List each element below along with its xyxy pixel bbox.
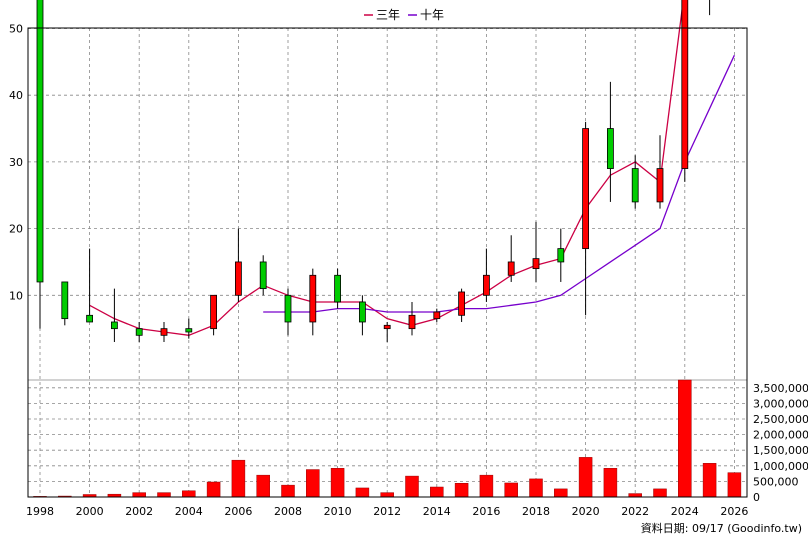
volume-axis: 0 500,000 1,000,000 1,500,000 2,000,000 2,500… bbox=[753, 382, 808, 504]
x-axis: 1998 2000 2002 2004 2006 2008 2010 2012 2014 2016… bbox=[26, 505, 748, 518]
volume-bar bbox=[157, 492, 171, 498]
volume-tick-label: 1,500,000 bbox=[753, 444, 808, 457]
candle-body bbox=[408, 314, 416, 330]
volume-bar bbox=[678, 379, 692, 498]
volume-bar bbox=[231, 459, 246, 498]
volume-bar bbox=[504, 482, 518, 498]
price-tick-label: 50 bbox=[9, 23, 23, 36]
x-tick-label: 2000 bbox=[76, 505, 104, 518]
x-tick-label: 2008 bbox=[274, 505, 302, 518]
x-tick-label: 2010 bbox=[324, 505, 352, 518]
x-tick-label: 2024 bbox=[671, 505, 699, 518]
volume-bar bbox=[330, 468, 345, 498]
candle-body bbox=[681, 0, 689, 169]
volume-bar bbox=[628, 493, 642, 498]
x-tick-label: 2026 bbox=[720, 505, 748, 518]
x-tick-label: 2018 bbox=[522, 505, 550, 518]
volume-tick-label: 0 bbox=[753, 491, 760, 504]
candle-body bbox=[334, 274, 342, 303]
volume-bar bbox=[529, 478, 543, 498]
series-3yr-line bbox=[89, 0, 684, 336]
volume-bar bbox=[182, 490, 196, 498]
volume-bar bbox=[479, 474, 494, 498]
candle-body bbox=[607, 128, 614, 169]
x-tick-label: 2002 bbox=[125, 505, 153, 518]
volume-bar bbox=[454, 483, 469, 498]
volume-bar bbox=[430, 486, 444, 498]
candle-body bbox=[36, 0, 44, 283]
volume-bar bbox=[554, 488, 568, 498]
x-tick-label: 2006 bbox=[224, 505, 252, 518]
price-tick-label: 30 bbox=[9, 156, 23, 169]
price-tick-label: 40 bbox=[9, 89, 23, 102]
candle-body bbox=[458, 291, 466, 316]
legend-label-10yr: 十年 bbox=[420, 8, 444, 22]
x-tick-label: 2014 bbox=[423, 505, 451, 518]
candle-body bbox=[631, 168, 639, 203]
grid bbox=[28, 28, 747, 497]
candle-body bbox=[656, 168, 664, 203]
volume-bar bbox=[256, 474, 270, 498]
volume-bar bbox=[380, 492, 394, 498]
x-tick-label: 2020 bbox=[572, 505, 600, 518]
candle-body bbox=[532, 258, 540, 270]
candle-body bbox=[61, 281, 69, 320]
candle-body bbox=[383, 324, 391, 330]
volume-bar bbox=[578, 457, 593, 498]
candle-body bbox=[309, 274, 317, 323]
volume-tick-label: 2,500,000 bbox=[753, 413, 808, 426]
x-tick-label: 2004 bbox=[175, 505, 203, 518]
candle-body bbox=[557, 248, 565, 263]
price-axis: 102030405060708090100110120130140150160 bbox=[9, 23, 23, 303]
volume-tick-label: 1,000,000 bbox=[753, 460, 808, 473]
volume-bar bbox=[281, 484, 295, 498]
chart-frame bbox=[27, 27, 748, 498]
candlesticks bbox=[36, 0, 711, 342]
candle-body bbox=[482, 274, 490, 296]
volume-bar bbox=[727, 472, 742, 498]
legend-label-3yr: 三年 bbox=[376, 8, 400, 22]
candle-body bbox=[160, 328, 168, 336]
source-note: 資料日期: 09/17 (Goodinfo.tw) bbox=[641, 521, 802, 535]
candle-body bbox=[210, 294, 218, 330]
volume-tick-label: 3,500,000 bbox=[753, 382, 808, 395]
volume-bar bbox=[702, 463, 717, 498]
candle-body bbox=[582, 128, 589, 250]
volume-bar bbox=[405, 475, 419, 498]
x-tick-label: 2016 bbox=[472, 505, 500, 518]
x-tick-label: 2022 bbox=[621, 505, 649, 518]
candle-body bbox=[86, 314, 93, 323]
candle-body bbox=[259, 261, 267, 290]
volume-bar bbox=[603, 468, 618, 498]
volume-tick-label: 500,000 bbox=[753, 475, 799, 488]
volume-bar bbox=[653, 488, 667, 498]
plot-border bbox=[27, 27, 748, 498]
candle-body bbox=[507, 261, 515, 276]
candle-body bbox=[234, 261, 242, 296]
legend: 三年 十年 bbox=[364, 8, 444, 22]
candle-body bbox=[433, 311, 441, 320]
price-tick-label: 10 bbox=[9, 289, 23, 302]
volume-bar bbox=[355, 487, 370, 498]
volume-bar bbox=[306, 469, 320, 498]
price-tick-label: 20 bbox=[9, 223, 23, 236]
candle-body bbox=[111, 321, 118, 330]
x-tick-label: 2012 bbox=[373, 505, 401, 518]
candle-body bbox=[135, 328, 143, 336]
volume-tick-label: 2,000,000 bbox=[753, 429, 808, 442]
moving-average-lines bbox=[89, 0, 735, 336]
x-tick-label: 1998 bbox=[26, 505, 54, 518]
candle-body bbox=[185, 328, 193, 333]
candle-body bbox=[358, 301, 366, 323]
volume-tick-label: 3,000,000 bbox=[753, 397, 808, 410]
volume-bar bbox=[206, 481, 221, 498]
candle-body bbox=[284, 294, 292, 323]
series-10yr-line bbox=[263, 54, 735, 313]
volume-bar bbox=[132, 492, 146, 498]
